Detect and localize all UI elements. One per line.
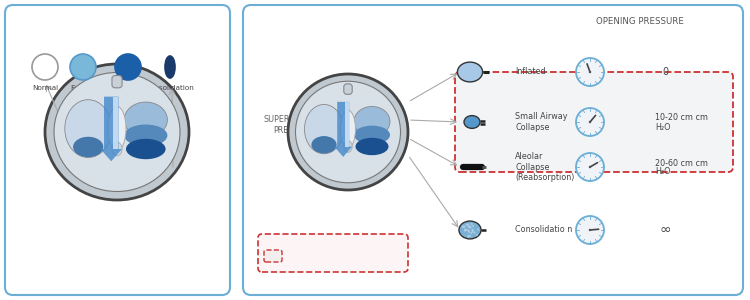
FancyArrow shape <box>334 102 352 157</box>
Circle shape <box>466 224 467 225</box>
Ellipse shape <box>73 137 104 157</box>
Circle shape <box>466 229 469 231</box>
Ellipse shape <box>296 81 400 183</box>
FancyBboxPatch shape <box>5 5 230 295</box>
Ellipse shape <box>126 139 166 159</box>
Circle shape <box>467 224 470 226</box>
Text: SUPERIMPOSED
PRESSURE: SUPERIMPOSED PRESSURE <box>263 115 326 135</box>
Ellipse shape <box>311 136 337 154</box>
FancyBboxPatch shape <box>258 234 408 272</box>
Circle shape <box>464 228 466 230</box>
Circle shape <box>466 224 469 226</box>
Circle shape <box>32 54 58 80</box>
Ellipse shape <box>124 124 167 146</box>
Circle shape <box>470 226 472 228</box>
Circle shape <box>470 226 472 228</box>
Circle shape <box>576 216 604 244</box>
Text: OPENING PRESSURE: OPENING PRESSURE <box>596 17 684 26</box>
Circle shape <box>462 226 464 228</box>
Ellipse shape <box>340 110 356 148</box>
Ellipse shape <box>64 100 112 158</box>
Circle shape <box>468 231 470 233</box>
Text: Lung Units at Risk
for Total Opening & Closure: Lung Units at Risk for Total Opening & C… <box>288 245 380 259</box>
Ellipse shape <box>304 104 344 154</box>
Ellipse shape <box>356 138 388 155</box>
Ellipse shape <box>464 116 480 128</box>
Circle shape <box>468 226 470 228</box>
Ellipse shape <box>45 64 189 200</box>
Circle shape <box>464 226 466 228</box>
Text: Small Airway
Collapse: Small Airway Collapse <box>515 112 568 132</box>
Text: ∞: ∞ <box>659 223 670 237</box>
Circle shape <box>464 229 466 231</box>
Circle shape <box>589 71 591 73</box>
Text: Aleolar
Collapse
(Reabsorption): Aleolar Collapse (Reabsorption) <box>515 152 574 182</box>
Text: Inflated: Inflated <box>515 68 545 76</box>
Text: Consolidation: Consolidation <box>146 85 194 91</box>
FancyArrow shape <box>113 97 118 149</box>
Ellipse shape <box>458 62 482 82</box>
Circle shape <box>465 229 467 231</box>
Circle shape <box>115 54 141 80</box>
Text: H₂O: H₂O <box>655 122 670 131</box>
Circle shape <box>471 223 472 225</box>
Circle shape <box>477 229 479 230</box>
Circle shape <box>469 235 471 237</box>
Circle shape <box>471 229 473 231</box>
Circle shape <box>589 121 591 123</box>
Ellipse shape <box>354 106 390 136</box>
FancyBboxPatch shape <box>455 72 733 172</box>
Circle shape <box>589 229 591 231</box>
Circle shape <box>468 230 470 232</box>
Circle shape <box>464 230 466 232</box>
Ellipse shape <box>165 56 175 78</box>
Ellipse shape <box>54 73 180 191</box>
Ellipse shape <box>344 141 352 152</box>
Circle shape <box>576 153 604 181</box>
Text: Normal: Normal <box>32 85 58 91</box>
Circle shape <box>468 226 470 228</box>
Circle shape <box>472 225 474 227</box>
Ellipse shape <box>288 74 408 190</box>
Circle shape <box>476 234 478 236</box>
FancyArrow shape <box>100 97 122 161</box>
Text: 20-60 cm cm: 20-60 cm cm <box>655 158 708 167</box>
FancyArrow shape <box>345 102 349 146</box>
Ellipse shape <box>459 221 481 239</box>
FancyBboxPatch shape <box>243 5 743 295</box>
Circle shape <box>473 232 476 233</box>
Circle shape <box>472 230 474 231</box>
Text: 0: 0 <box>662 67 668 77</box>
Ellipse shape <box>354 126 390 144</box>
Circle shape <box>470 232 472 234</box>
Circle shape <box>467 236 470 238</box>
Text: 10-20 cm cm: 10-20 cm cm <box>655 113 708 122</box>
Circle shape <box>589 166 591 168</box>
Text: Edema: Edema <box>70 85 95 91</box>
Circle shape <box>467 235 469 237</box>
Text: Collapse: Collapse <box>112 85 143 91</box>
Ellipse shape <box>108 106 126 151</box>
Circle shape <box>70 54 96 80</box>
Circle shape <box>576 108 604 136</box>
Ellipse shape <box>112 142 122 156</box>
FancyBboxPatch shape <box>344 84 352 94</box>
Ellipse shape <box>124 102 167 137</box>
Circle shape <box>576 58 604 86</box>
FancyBboxPatch shape <box>112 76 122 88</box>
Circle shape <box>462 225 464 227</box>
FancyBboxPatch shape <box>264 250 282 262</box>
Circle shape <box>472 231 474 233</box>
Text: H₂O: H₂O <box>655 167 670 176</box>
Text: Consolidatio n: Consolidatio n <box>515 226 572 235</box>
